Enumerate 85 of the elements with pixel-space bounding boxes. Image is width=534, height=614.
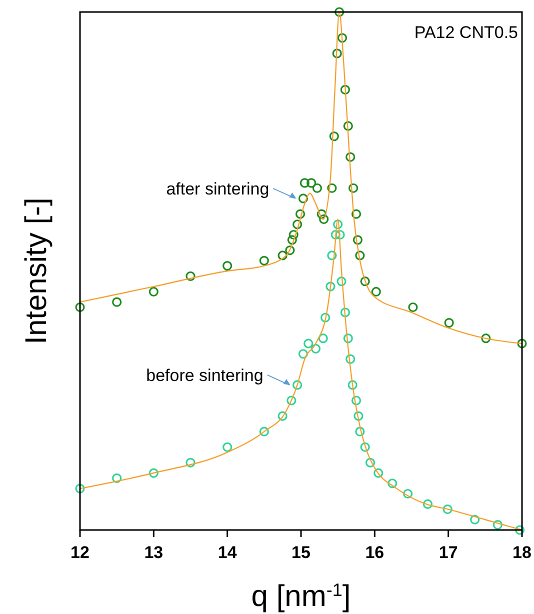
point [481,334,491,344]
point [371,286,381,297]
x-tick-label: 15 [292,543,310,562]
point [75,484,85,494]
point [310,344,321,354]
point [337,33,348,43]
point [352,235,363,245]
point [343,121,353,131]
point [306,178,316,188]
point [186,271,196,281]
x-tick-label: 16 [365,543,384,562]
point [346,152,356,162]
x-tick-label: 18 [512,543,532,562]
point [332,48,342,58]
point [470,514,480,524]
point [278,411,288,421]
point [329,132,339,142]
point [292,380,302,390]
point [222,261,232,271]
point [292,220,302,230]
point [442,504,452,514]
point [360,276,370,286]
point [348,183,358,193]
point [320,312,330,322]
point [326,282,336,292]
point [355,250,365,260]
point [75,302,85,312]
point [346,354,356,364]
point [408,302,418,312]
point [259,426,269,436]
point [148,468,158,478]
point [403,488,413,499]
point [288,230,298,240]
point [340,308,350,318]
point [340,84,350,94]
series-label: after sintering [166,179,270,198]
point [287,235,297,245]
point [335,230,345,240]
point [304,338,314,348]
point [300,178,310,188]
point [112,297,122,307]
point [327,183,337,193]
point [334,7,344,17]
point [374,468,384,478]
y-axis-title: Intensity [-] [20,198,53,344]
point [148,286,158,297]
point [492,520,502,530]
point [330,230,340,240]
x-axis-title: q [nm$^{-1}$] [251,580,351,613]
point [285,245,295,256]
point [422,499,433,509]
x-tick-label: 17 [438,543,458,562]
point [319,214,329,224]
x-tick-label: 13 [144,543,164,562]
point [298,194,308,204]
point [517,338,527,348]
point [298,349,308,359]
point [312,183,322,193]
point [333,220,343,230]
point [259,256,269,266]
point [343,334,353,344]
annotation: PA12 CNT0.5 [414,23,518,42]
point [348,380,358,390]
point [351,396,362,406]
point [327,250,337,260]
point [295,209,306,219]
point [286,396,296,406]
point [514,525,525,535]
point [388,478,398,488]
point [354,411,364,421]
x-tick-label: 12 [70,543,90,562]
point [186,458,196,468]
point [351,209,362,219]
point [318,334,328,344]
x-tick-label: 14 [218,543,238,562]
point [278,250,288,260]
series-label: before sintering [146,366,264,385]
point [222,442,232,452]
point [316,209,326,219]
point [365,458,376,468]
point [355,426,365,436]
point [336,276,346,286]
point [444,318,454,328]
point [360,442,370,452]
point [112,473,122,483]
